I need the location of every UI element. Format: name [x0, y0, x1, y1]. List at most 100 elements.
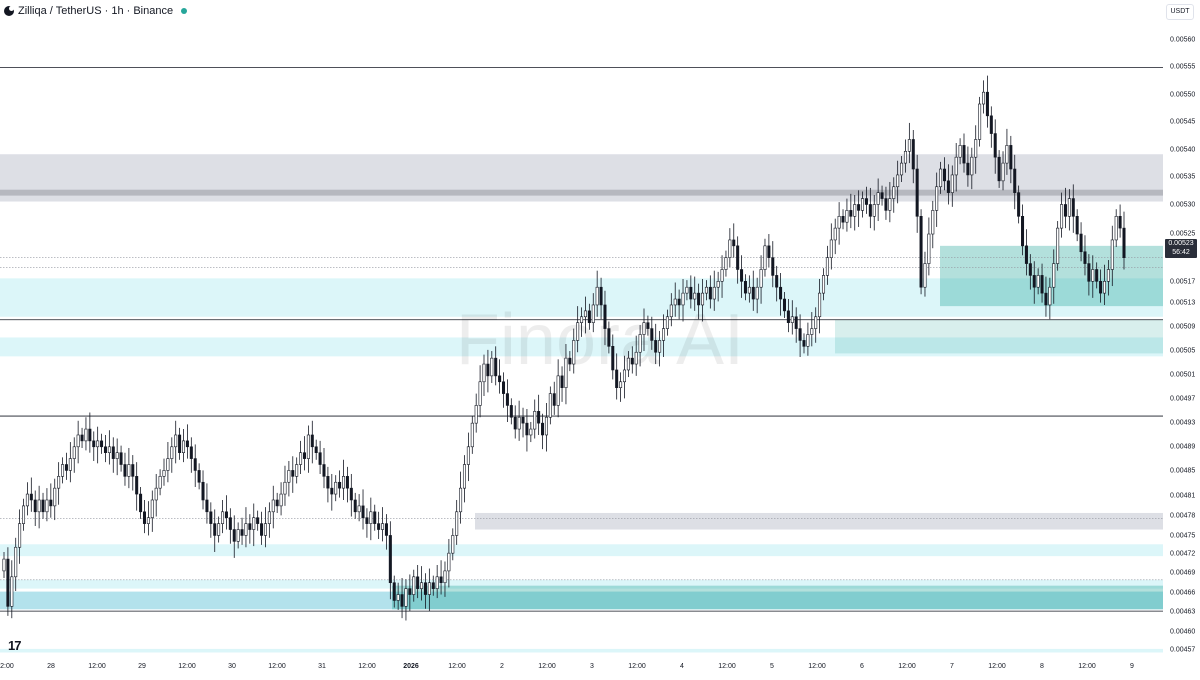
- candle[interactable]: [455, 499, 459, 545]
- candle[interactable]: [513, 405, 517, 439]
- candle[interactable]: [462, 455, 466, 503]
- candle[interactable]: [556, 359, 560, 418]
- candle[interactable]: [1114, 209, 1118, 248]
- candle[interactable]: [338, 470, 342, 498]
- candle[interactable]: [482, 354, 486, 396]
- candle[interactable]: [103, 434, 107, 463]
- candle[interactable]: [919, 209, 923, 295]
- candle[interactable]: [825, 245, 829, 285]
- candle[interactable]: [41, 492, 45, 519]
- candle[interactable]: [759, 255, 763, 304]
- candle[interactable]: [127, 447, 131, 489]
- candle[interactable]: [49, 483, 53, 518]
- candle[interactable]: [541, 413, 545, 450]
- candle[interactable]: [970, 147, 974, 190]
- candle[interactable]: [388, 521, 392, 600]
- candle[interactable]: [197, 463, 201, 490]
- candle[interactable]: [818, 278, 822, 334]
- candle[interactable]: [84, 417, 88, 451]
- candle[interactable]: [814, 307, 818, 343]
- candle[interactable]: [1017, 185, 1021, 224]
- candle[interactable]: [587, 303, 591, 330]
- candle[interactable]: [221, 499, 225, 534]
- candle[interactable]: [622, 355, 626, 399]
- candle[interactable]: [669, 293, 673, 327]
- candle[interactable]: [580, 307, 584, 337]
- candle[interactable]: [228, 508, 232, 544]
- candle[interactable]: [244, 507, 248, 548]
- candle[interactable]: [459, 471, 463, 524]
- candle[interactable]: [1122, 211, 1126, 270]
- candle[interactable]: [630, 346, 634, 374]
- zone-teal[interactable]: [940, 245, 1163, 307]
- candle[interactable]: [166, 442, 170, 483]
- candle[interactable]: [782, 291, 786, 318]
- candle[interactable]: [162, 458, 166, 486]
- candle[interactable]: [76, 420, 80, 464]
- candle[interactable]: [576, 306, 580, 353]
- candle[interactable]: [330, 473, 334, 511]
- candle[interactable]: [872, 195, 876, 231]
- candle[interactable]: [568, 351, 572, 372]
- candle[interactable]: [213, 509, 217, 552]
- candle[interactable]: [139, 486, 143, 519]
- candle[interactable]: [1001, 151, 1005, 191]
- candle[interactable]: [857, 190, 861, 227]
- candle[interactable]: [966, 146, 970, 187]
- candle[interactable]: [18, 509, 22, 564]
- candle[interactable]: [564, 343, 568, 405]
- candle[interactable]: [474, 393, 478, 433]
- candle[interactable]: [404, 579, 408, 621]
- candle[interactable]: [178, 427, 182, 460]
- candle[interactable]: [615, 353, 619, 400]
- candle[interactable]: [888, 182, 892, 223]
- candle[interactable]: [447, 538, 451, 588]
- candle[interactable]: [861, 191, 865, 218]
- candle[interactable]: [115, 438, 119, 476]
- candle[interactable]: [946, 164, 950, 205]
- candle[interactable]: [841, 209, 845, 230]
- candle[interactable]: [61, 457, 65, 484]
- candle[interactable]: [392, 575, 396, 608]
- candle[interactable]: [53, 478, 57, 521]
- candle[interactable]: [646, 315, 650, 336]
- candle[interactable]: [306, 425, 310, 473]
- zone-teal-light[interactable]: [835, 319, 1163, 354]
- candle[interactable]: [868, 187, 872, 229]
- candle[interactable]: [369, 497, 373, 541]
- candle[interactable]: [170, 437, 174, 473]
- candle[interactable]: [1024, 229, 1028, 276]
- zone-cyan[interactable]: [0, 544, 1163, 557]
- candle[interactable]: [287, 460, 291, 497]
- candle[interactable]: [1118, 204, 1122, 238]
- candle[interactable]: [650, 316, 654, 350]
- candle[interactable]: [583, 296, 587, 334]
- candle[interactable]: [607, 321, 611, 354]
- candle[interactable]: [716, 271, 720, 302]
- candle[interactable]: [1091, 255, 1095, 298]
- candle[interactable]: [1079, 222, 1083, 262]
- candle[interactable]: [833, 218, 837, 255]
- candle[interactable]: [185, 424, 189, 459]
- candle[interactable]: [1095, 262, 1099, 289]
- candle[interactable]: [349, 473, 353, 517]
- candle[interactable]: [1009, 135, 1013, 184]
- candle[interactable]: [662, 314, 666, 357]
- candle[interactable]: [626, 351, 630, 378]
- candle[interactable]: [1083, 235, 1087, 276]
- candle[interactable]: [853, 195, 857, 231]
- candle[interactable]: [1028, 254, 1032, 290]
- candle[interactable]: [1036, 268, 1040, 295]
- candle[interactable]: [767, 234, 771, 268]
- candle[interactable]: [786, 299, 790, 333]
- candle[interactable]: [1063, 187, 1067, 229]
- candle[interactable]: [997, 150, 1001, 188]
- candle[interactable]: [755, 277, 759, 314]
- candle[interactable]: [712, 270, 716, 311]
- candle[interactable]: [131, 455, 135, 491]
- candle[interactable]: [342, 459, 346, 500]
- candle[interactable]: [182, 429, 186, 463]
- zone-teal[interactable]: [392, 585, 1163, 610]
